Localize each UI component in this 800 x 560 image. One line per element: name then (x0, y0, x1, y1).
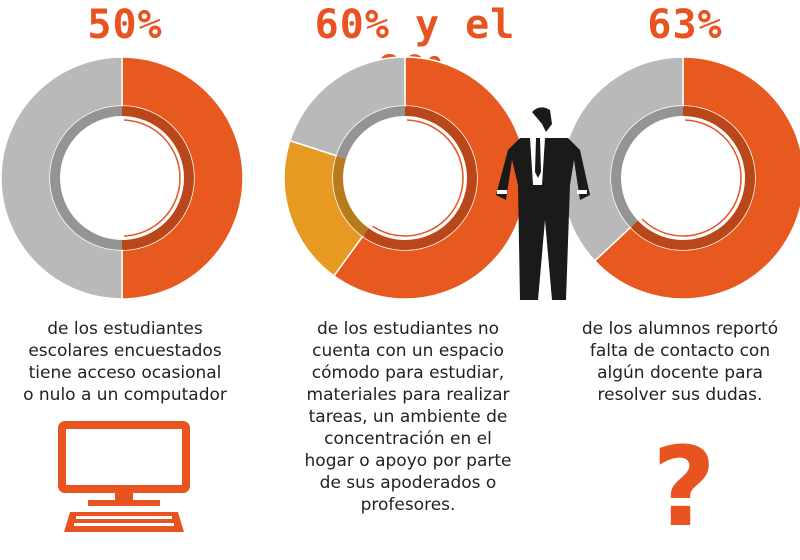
progress-indicator-arc (641, 119, 742, 237)
description-line: profesores. (360, 495, 456, 515)
progress-indicator-arc (372, 119, 464, 237)
donut-inner-band (630, 106, 756, 251)
donut-slice (121, 56, 244, 300)
stat-title-1: 50% (87, 2, 163, 48)
description-line: cómodo para estudiar, (311, 363, 505, 383)
businessman-figure (496, 107, 590, 300)
donut-inner-band (333, 155, 369, 237)
description-1: de los estudiantes escolares encuestados t… (0, 318, 250, 406)
donut-slice (0, 56, 123, 300)
description-line: tiene acceso ocasional (28, 363, 222, 383)
description-line: hogar o apoyo por parte (304, 451, 512, 471)
description-line: algún docente para (597, 363, 763, 383)
description-line: o nulo a un computador (23, 385, 227, 405)
description-line: de sus apoderados o (319, 473, 497, 493)
description-line: falta de contacto con (589, 341, 771, 361)
donut-inner-band (362, 106, 478, 250)
donut-inner-band (49, 106, 122, 251)
stat-title-3: 63% (647, 2, 723, 48)
description-line: cuenta con un espacio (312, 341, 504, 361)
donut-inner-band (336, 106, 405, 159)
description-line: tareas, un ambiente de (308, 407, 508, 427)
description-line: materiales para realizar (306, 385, 510, 405)
description-line: de los estudiantes no (316, 319, 500, 339)
donut-inner-band (611, 106, 683, 228)
description-line: concentración en el (324, 429, 492, 449)
description-line: de los alumnos reportó (581, 319, 779, 339)
description-line: de los estudiantes (47, 319, 203, 339)
description-3: de los alumnos reportó falta de contacto … (560, 318, 800, 406)
description-2: de los estudiantes no cuenta con un espac… (268, 318, 548, 516)
description-line: escolares encuestados (28, 341, 222, 361)
description-line: resolver sus dudas. (597, 385, 763, 405)
donut-inner-band (122, 106, 194, 250)
progress-indicator-arc (123, 119, 181, 237)
